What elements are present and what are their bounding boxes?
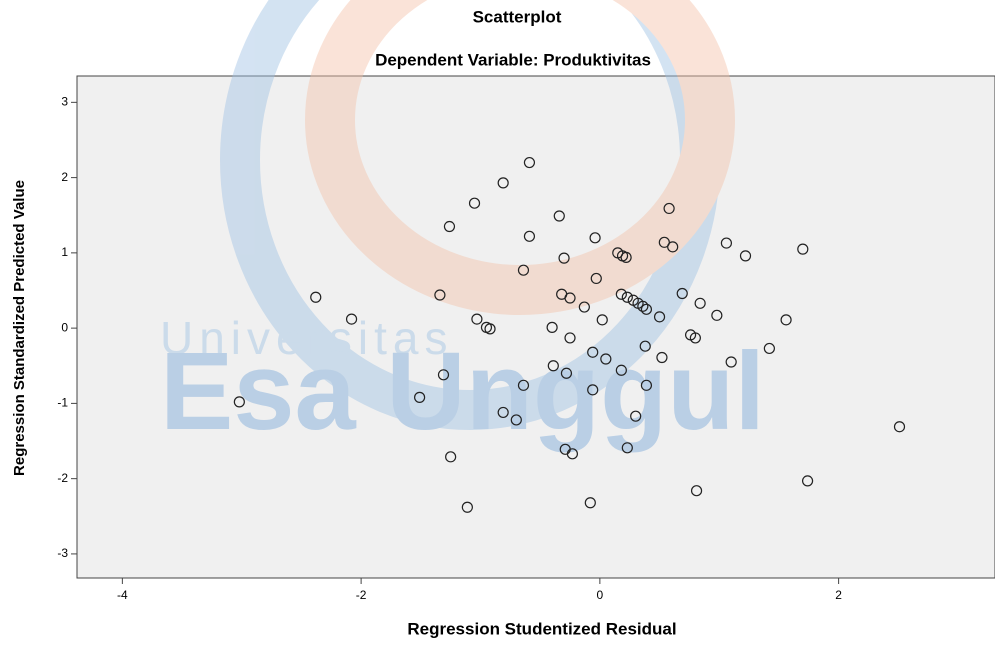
y-tick-label: -2 [57, 471, 68, 485]
y-tick-label: 2 [61, 170, 68, 184]
y-axis-label: Regression Standardized Predicted Value [11, 180, 28, 476]
x-axis-label: Regression Studentized Residual [407, 619, 676, 638]
point [690, 485, 703, 497]
point [523, 156, 536, 169]
watermark-logo [305, 0, 735, 315]
point [560, 367, 573, 379]
point [689, 332, 701, 344]
point [639, 340, 651, 352]
point [653, 311, 666, 323]
point [443, 220, 456, 233]
point [584, 497, 596, 509]
point [497, 177, 509, 189]
point [434, 289, 446, 301]
point [445, 451, 457, 463]
x-tick-label: -4 [117, 588, 128, 602]
point [596, 314, 608, 326]
point [615, 364, 627, 376]
point [711, 309, 723, 321]
point [233, 396, 245, 408]
y-tick-label: 1 [61, 245, 68, 259]
point [566, 448, 579, 460]
point [523, 230, 536, 242]
point [893, 421, 906, 433]
point [763, 342, 775, 355]
point [546, 321, 558, 333]
watermark: Universitas Esa Unggul [160, 0, 765, 453]
point [510, 414, 522, 426]
point [637, 300, 649, 312]
point [656, 351, 668, 364]
point [720, 237, 733, 249]
point [589, 232, 601, 244]
point [615, 288, 627, 300]
x-tick-label: 2 [835, 588, 842, 602]
point [667, 241, 679, 253]
chart-title: Scatterplot [473, 7, 562, 26]
point [587, 384, 599, 396]
point [590, 272, 602, 285]
point [517, 264, 530, 276]
plot-area [76, 75, 995, 579]
point [797, 243, 809, 255]
point [621, 291, 633, 303]
point [345, 313, 358, 325]
chart-subtitle: Dependent Variable: Produktivitas [375, 50, 651, 69]
point [578, 301, 590, 313]
point [497, 406, 509, 419]
point [558, 252, 570, 264]
point [725, 356, 737, 368]
point [480, 321, 493, 333]
point [517, 379, 530, 391]
point [564, 332, 576, 344]
point [676, 287, 688, 300]
point [640, 303, 653, 315]
point [630, 410, 642, 422]
point [780, 314, 792, 326]
point [600, 353, 612, 365]
point [471, 313, 483, 325]
x-tick-label: 0 [597, 588, 604, 602]
watermark-text: Universitas [160, 312, 454, 364]
y-tick-label: 3 [61, 95, 68, 109]
point [694, 297, 706, 309]
point [310, 291, 322, 303]
point [620, 251, 632, 263]
point [437, 369, 450, 381]
point [640, 379, 653, 391]
point [658, 236, 670, 248]
point [564, 292, 576, 304]
watermark-text: Esa Unggul [160, 330, 765, 453]
point [553, 210, 565, 222]
y-tick-label: -3 [57, 546, 68, 560]
point [801, 475, 814, 487]
point [663, 202, 675, 215]
point [587, 346, 599, 358]
point [547, 360, 559, 372]
x-tick-label: -2 [356, 588, 367, 602]
watermark-logo [220, 0, 720, 430]
point [621, 442, 633, 454]
point [414, 391, 426, 403]
y-tick-label: 0 [61, 320, 68, 334]
y-tick-label: -1 [57, 396, 68, 410]
point [468, 197, 481, 209]
point [739, 250, 752, 262]
point [461, 501, 473, 513]
